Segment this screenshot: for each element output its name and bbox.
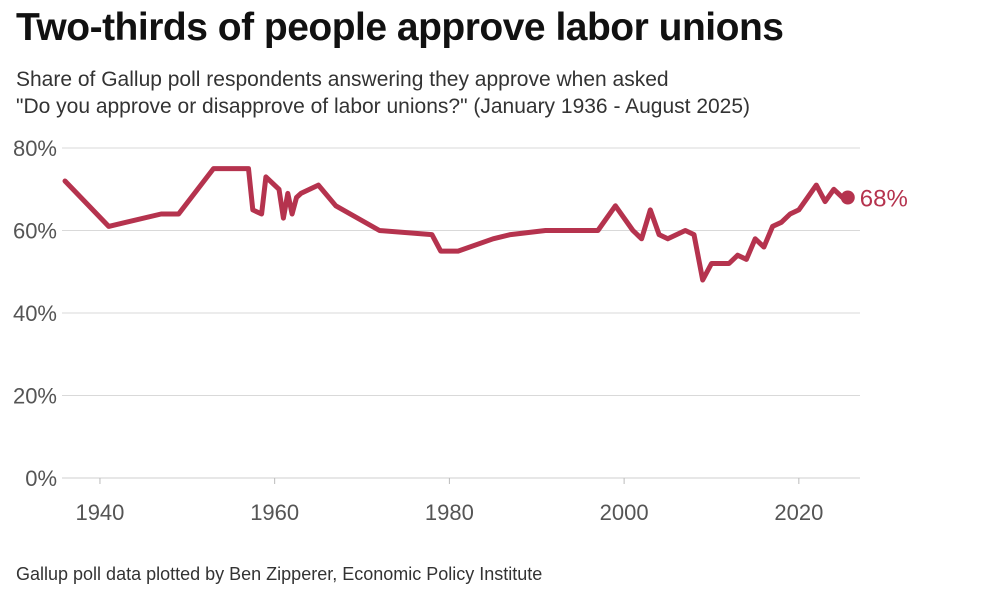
gridlines [62, 147, 860, 479]
chart-subtitle: Share of Gallup poll respondents answeri… [16, 66, 750, 120]
y-tick-label: 20% [13, 384, 57, 409]
end-point-marker [840, 190, 855, 205]
y-tick-label: 40% [13, 301, 57, 326]
end-value-label: 68% [860, 186, 908, 213]
x-tick-label: 1960 [250, 500, 299, 525]
y-tick-label: 60% [13, 219, 57, 244]
x-tick-label: 1940 [75, 500, 124, 525]
source-note: Gallup poll data plotted by Ben Zipperer… [16, 564, 543, 584]
x-tick-label: 1980 [425, 500, 474, 525]
y-tick-label: 0% [25, 466, 57, 491]
data-labels: 68% [860, 186, 908, 213]
axes: 0% 20% 40% 60% 80% 1940 1960 1980 2000 2020 [13, 136, 860, 525]
x-tick-label: 2020 [774, 500, 823, 525]
subtitle-line-1: Share of Gallup poll respondents answeri… [16, 68, 669, 91]
series-line-approve [62, 166, 851, 283]
subtitle-line-2: "Do you approve or disapprove of labor u… [16, 95, 751, 118]
series-layer [62, 166, 855, 283]
y-tick-label: 80% [13, 136, 57, 161]
x-tick-label: 2000 [600, 500, 649, 525]
chart-title: Two-thirds of people approve labor union… [16, 6, 784, 49]
